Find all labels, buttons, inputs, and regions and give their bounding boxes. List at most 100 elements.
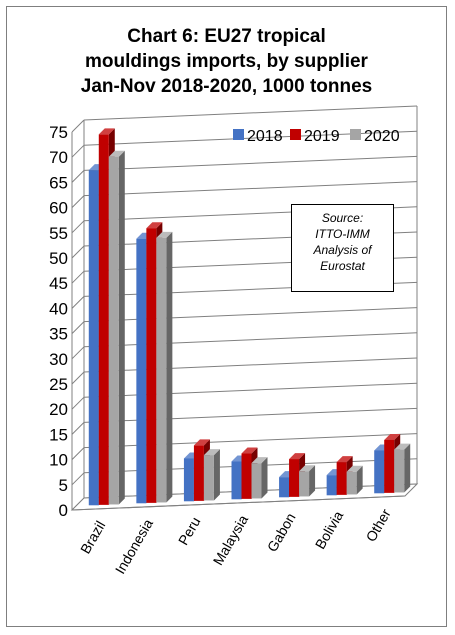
gridline (83, 407, 418, 423)
bar-top-2019-bolivia (336, 456, 353, 463)
x-tick-label-brazil: Brazil (77, 518, 108, 556)
y-tick-label: 0 (59, 501, 68, 520)
gridline-side (71, 119, 85, 133)
gridline (83, 332, 418, 348)
bar-2019-peru (193, 445, 204, 501)
gridline-side (71, 447, 85, 460)
bar-2018-peru (183, 458, 194, 502)
bar-top-2020-peru (203, 449, 220, 456)
gridline (83, 155, 418, 171)
y-tick-label: 70 (49, 148, 68, 167)
bar-2018-bolivia (326, 475, 337, 496)
gridline-side (71, 220, 85, 234)
gridline-side (71, 472, 85, 486)
gridline-side (71, 195, 85, 208)
x-tick-label-peru: Peru (175, 514, 204, 548)
x-axis-line (71, 495, 406, 511)
gridline-side (71, 422, 85, 435)
gridline (83, 181, 418, 197)
legend-label-2019: 2019 (304, 128, 340, 145)
y-tick-label: 35 (49, 325, 68, 344)
legend-swatch-2020 (350, 129, 361, 140)
bar-top-2020-indonesia (156, 231, 173, 238)
gridline-side (71, 296, 85, 309)
bar-2018-malaysia (231, 461, 242, 500)
bar-2020-indonesia (156, 237, 167, 503)
y-tick-label: 15 (49, 425, 68, 444)
bar-top-2019-gabon (289, 453, 306, 460)
bar-side-2020-brazil (118, 150, 125, 505)
bar-top-2019-indonesia (146, 222, 163, 229)
bar-2020-brazil (108, 156, 119, 505)
gridline-side (71, 170, 85, 183)
gridline-side (71, 144, 85, 158)
bar-2020-peru (203, 455, 214, 501)
x-tick-label-malaysia: Malaysia (210, 512, 252, 568)
source-line-3: Analysis of (313, 243, 372, 257)
y-tick-label: 55 (49, 224, 68, 243)
bar-side-2020-other (404, 443, 411, 493)
bar-2020-other (394, 449, 405, 493)
bar-2020-malaysia (251, 463, 262, 499)
legend-swatch-2018 (233, 129, 244, 140)
chart-title-line-3: Jan-Nov 2018-2020, 1000 tonnes (80, 76, 373, 97)
bar-2019-other (384, 439, 395, 493)
y-tick-label: 75 (49, 123, 68, 142)
legend-label-2020: 2020 (364, 128, 400, 145)
gridline (83, 307, 418, 323)
source-line-1: Source: (321, 211, 364, 225)
x-tick-label-bolivia: Bolivia (312, 508, 347, 552)
y-tick-label: 25 (49, 375, 68, 394)
gridline (83, 105, 418, 121)
bar-top-2019-peru (193, 439, 210, 446)
bar-2020-bolivia (346, 471, 357, 495)
chart-frame (6, 6, 447, 627)
gridline-side (71, 321, 85, 334)
bar-top-2019-brazil (98, 128, 115, 135)
bar-2019-malaysia (241, 453, 252, 499)
bar-2018-indonesia (136, 238, 147, 504)
gridline-side (71, 245, 85, 259)
gridline-side (71, 270, 85, 284)
x-tick-label-indonesia: Indonesia (112, 516, 156, 577)
x-tick-label-gabon: Gabon (264, 510, 299, 554)
gridline (83, 433, 418, 449)
legend-swatch-2019 (290, 129, 301, 140)
bar-2019-brazil (98, 134, 109, 505)
bar-2019-indonesia (146, 228, 157, 503)
source-note: Source: ITTO-IMM Analysis of Eurostat (291, 204, 394, 292)
bar-side-2020-malaysia (261, 457, 268, 499)
gridline-side (71, 371, 85, 385)
bar-2018-other (374, 450, 385, 494)
y-tick-label: 30 (49, 350, 68, 369)
chart-title: Chart 6: EU27 tropical mouldings imports… (6, 24, 447, 99)
bar-top-2020-other (394, 443, 411, 450)
gridline (83, 357, 418, 373)
bar-side-2020-indonesia (166, 231, 173, 503)
y-tick-label: 45 (49, 274, 68, 293)
y-tick-label: 50 (49, 249, 68, 268)
gridline (83, 130, 418, 146)
bar-top-2020-bolivia (346, 465, 363, 472)
gridline (83, 382, 418, 398)
bar-2020-gabon (299, 471, 310, 497)
bar-side-2020-peru (213, 449, 220, 501)
y-tick-label: 10 (49, 451, 68, 470)
bar-top-2020-gabon (299, 465, 316, 472)
source-line-2: ITTO-IMM (315, 227, 370, 241)
y-tick-label: 40 (49, 299, 68, 318)
bar-side-2020-bolivia (356, 465, 363, 495)
y-tick-label: 5 (59, 476, 68, 495)
chart-title-line-1: Chart 6: EU27 tropical (127, 26, 326, 47)
legend-label-2018: 2018 (247, 128, 283, 145)
bar-2018-gabon (279, 477, 290, 498)
gridline-side (71, 346, 85, 360)
bar-top-2020-brazil (108, 150, 125, 157)
bar-top-2019-other (384, 433, 401, 440)
bar-2019-bolivia (336, 462, 347, 495)
y-tick-label: 20 (49, 400, 68, 419)
source-line-4: Eurostat (320, 259, 365, 273)
chart-title-line-2: mouldings imports, by supplier (85, 51, 368, 72)
gridline-side (71, 396, 85, 410)
